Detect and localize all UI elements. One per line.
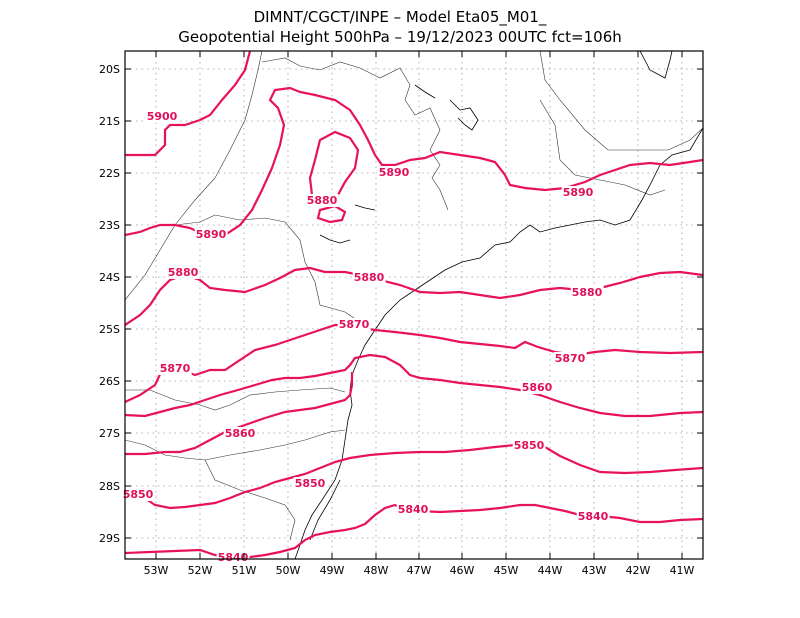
lon-label-51w: 51W [232,564,257,577]
lon-label-52w: 52W [188,564,213,577]
lat-label-23s: 23S [99,219,120,232]
lon-label-41w: 41W [670,564,695,577]
state-border-sp-pr [214,214,373,331]
height-contours [125,51,703,559]
state-border-rj [539,99,666,196]
lat-label-24s: 24S [99,271,120,284]
contour-5850-south [125,441,703,510]
reservoir-2 [414,84,436,99]
lon-label-45w: 45W [494,564,519,577]
reservoir-3 [319,234,351,244]
contour-label-5890: 5890 [196,228,227,241]
lat-label-22s: 22S [99,167,120,180]
contour-label-5870: 5870 [555,352,586,365]
lat-label-27s: 27S [99,427,120,440]
contour-label-5860: 5860 [225,427,256,440]
contour-label-5870: 5870 [339,318,370,331]
state-border-sc-rs [204,429,346,461]
river-upper-right [639,51,673,79]
contour-5860 [125,353,703,418]
contour-label-5870: 5870 [160,362,191,375]
longitude-labels: 53W 52W 51W 50W 49W 48W 47W 46W 45W 44W … [144,564,695,577]
contour-5880 [125,266,703,326]
title-line-2: Geopotential Height 500hPa – 19/12/2023 … [178,28,622,46]
contour-label-5880: 5880 [168,266,199,279]
contour-label-5860: 5860 [522,381,553,394]
lon-label-49w: 49W [320,564,345,577]
lat-label-21s: 21S [99,115,120,128]
contour-5880-closed-north [308,130,360,202]
state-border-mg-es [539,51,703,151]
contour-label-5880: 5880 [307,194,338,207]
lagoa-dos-patos [309,479,341,541]
contour-label-5840: 5840 [218,551,249,564]
contour-labels: 5900 5890 5890 5890 5880 5880 5880 5880 … [121,110,610,564]
contour-label-5880: 5880 [354,271,385,284]
graticule [125,51,703,559]
contour-label-5850: 5850 [295,477,326,490]
title-line-1: DIMNT/CGCT/INPE – Model Eta05_M01_ [254,8,547,27]
lat-label-20s: 20S [99,63,120,76]
lat-label-28s: 28S [99,480,120,493]
lon-label-44w: 44W [538,564,563,577]
plot-frame [124,50,704,560]
latitude-labels: 20S 21S 22S 23S 24S 25S 26S 27S 28S 29S [99,63,120,545]
lon-label-43w: 43W [582,564,607,577]
map-boundaries [125,51,703,559]
lon-label-47w: 47W [407,564,432,577]
lon-label-53w: 53W [144,564,169,577]
lat-label-25s: 25S [99,323,120,336]
contour-label-5840: 5840 [398,503,429,516]
coastline [294,127,703,559]
lon-label-42w: 42W [626,564,651,577]
contour-label-5900: 5900 [147,110,178,123]
contour-label-5880: 5880 [572,286,603,299]
contour-5850 [125,372,354,456]
state-border-pr-sc [229,387,346,406]
lat-label-29s: 29S [99,532,120,545]
reservoir-1 [449,99,479,131]
contour-5870 [125,323,703,403]
contour-label-5890: 5890 [563,186,594,199]
tick-marks [125,51,703,559]
contour-label-5850: 5850 [514,439,545,452]
state-border-ms-go [125,51,263,301]
lon-label-46w: 46W [450,564,475,577]
contour-5880-closed-south [316,204,347,224]
contour-5900 [125,51,252,157]
lat-label-26s: 26S [99,375,120,388]
contour-label-5850: 5850 [123,488,154,501]
reservoir-4 [354,204,376,211]
state-border-sp-mg [261,57,449,211]
state-border-sp-ms [174,214,216,226]
contour-label-5840: 5840 [578,510,609,523]
contour-5890-north [125,86,703,242]
lon-label-50w: 50W [276,564,301,577]
contour-label-5890: 5890 [379,166,410,179]
lon-label-48w: 48W [364,564,389,577]
